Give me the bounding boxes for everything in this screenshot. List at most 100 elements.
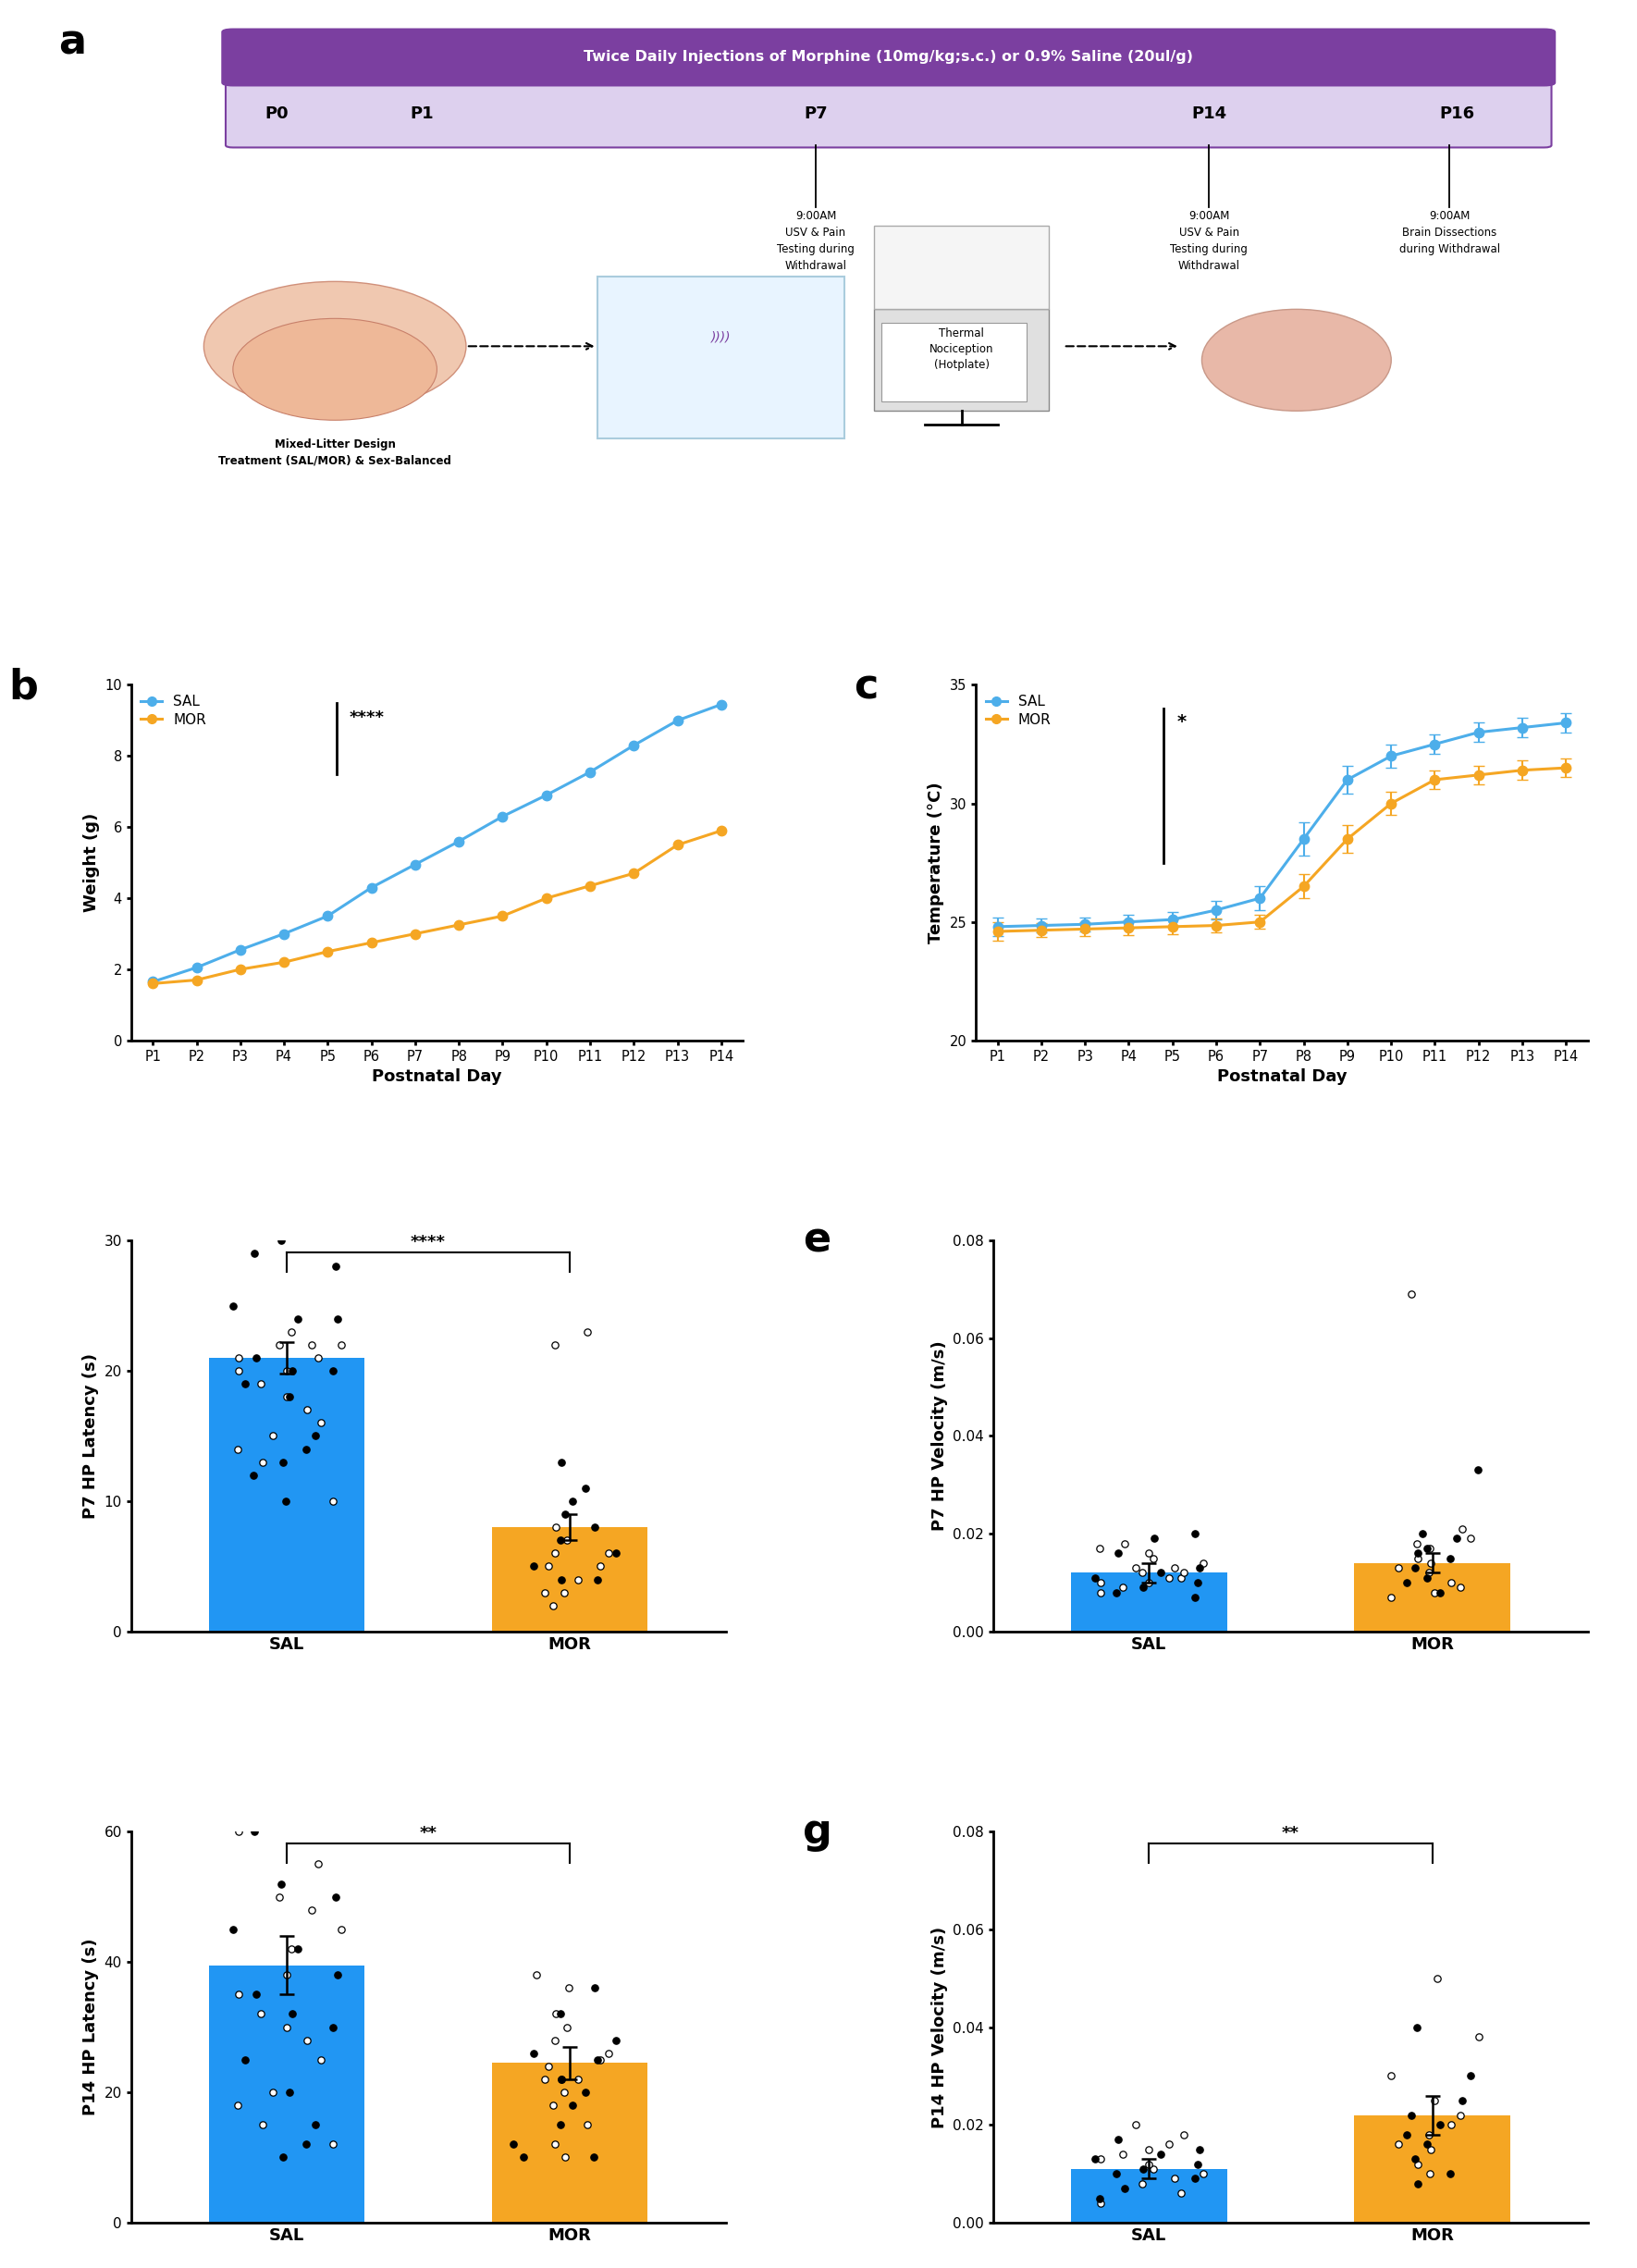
Point <box>535 1549 561 1585</box>
Point <box>1377 1579 1403 1615</box>
Point <box>319 2127 345 2164</box>
Point <box>555 1522 581 1558</box>
Point <box>1427 1574 1454 1610</box>
Point <box>327 1912 354 1948</box>
Point <box>1414 1560 1441 1597</box>
Point <box>293 2127 319 2164</box>
Text: Twice Daily Injections of Morphine (10mg/kg;s.c.) or 0.9% Saline (20ul/g): Twice Daily Injections of Morphine (10mg… <box>584 50 1193 64</box>
Point <box>1141 2150 1167 2186</box>
Point <box>1457 1520 1483 1556</box>
Point <box>547 1522 573 1558</box>
Point <box>1136 2146 1162 2182</box>
Text: c: c <box>853 667 877 708</box>
Point <box>1103 2155 1130 2191</box>
Point <box>260 2075 286 2112</box>
Point <box>1161 2161 1187 2198</box>
Point <box>1416 2155 1442 2191</box>
Point <box>1103 1574 1130 1610</box>
Point <box>232 2041 259 2077</box>
Bar <box>493 1526 648 1631</box>
Bar <box>1354 1563 1509 1631</box>
Point <box>1148 1556 1174 1592</box>
Point <box>1087 1574 1113 1610</box>
Bar <box>493 2064 648 2223</box>
Point <box>1377 2057 1403 2093</box>
Point <box>278 1313 304 1349</box>
Point <box>581 1971 607 2007</box>
Point <box>1185 2146 1211 2182</box>
Point <box>267 1327 293 1363</box>
Text: Thermal
Nociception
(Hotplate): Thermal Nociception (Hotplate) <box>930 329 994 372</box>
Point <box>300 1327 326 1363</box>
Point <box>1123 1549 1149 1585</box>
Text: P14: P14 <box>1192 104 1226 122</box>
Legend: SAL, MOR: SAL, MOR <box>982 692 1054 730</box>
Point <box>560 2087 586 2123</box>
Text: ****: **** <box>350 710 385 726</box>
Point <box>1148 2136 1174 2173</box>
Point <box>322 1247 349 1284</box>
Point <box>1089 2184 1115 2220</box>
Point <box>1449 1510 1475 1547</box>
Point <box>270 2139 296 2175</box>
Point <box>301 1418 327 1454</box>
Ellipse shape <box>1202 308 1391 411</box>
Point <box>308 1404 334 1440</box>
Point <box>521 1549 547 1585</box>
Point <box>327 1327 354 1363</box>
Point <box>521 2034 547 2071</box>
Point <box>596 2034 622 2071</box>
Point <box>548 1560 575 1597</box>
Point <box>278 1996 304 2032</box>
Point <box>1465 1452 1491 1488</box>
Point <box>581 2139 607 2175</box>
Point <box>1393 1565 1419 1601</box>
Point <box>249 1445 275 1481</box>
Point <box>1409 1515 1436 1551</box>
Point <box>542 2023 568 2059</box>
Point <box>1089 1565 1115 1601</box>
Text: P0: P0 <box>265 104 288 122</box>
Point <box>1427 2107 1454 2143</box>
Point <box>1405 2009 1431 2046</box>
Point <box>1156 1560 1182 1597</box>
Point <box>1414 1531 1441 1567</box>
Point <box>1385 1549 1411 1585</box>
Point <box>1087 2141 1113 2177</box>
FancyBboxPatch shape <box>221 27 1555 86</box>
Point <box>1105 2121 1131 2157</box>
Point <box>224 1431 250 1467</box>
Text: **: ** <box>1282 1826 1300 1842</box>
Point <box>511 2139 537 2175</box>
Point <box>219 1912 246 1948</box>
Point <box>1170 1556 1197 1592</box>
Point <box>555 2009 581 2046</box>
Point <box>324 1300 350 1336</box>
Bar <box>1354 2116 1509 2223</box>
Point <box>273 1483 300 1520</box>
Point <box>575 2107 601 2143</box>
FancyBboxPatch shape <box>598 277 845 438</box>
Point <box>1421 1574 1447 1610</box>
Point <box>552 1497 578 1533</box>
Point <box>1416 1531 1442 1567</box>
Point <box>1112 1526 1138 1563</box>
Point <box>293 1431 319 1467</box>
Point <box>1437 1540 1463 1576</box>
Point <box>1182 1515 1208 1551</box>
Point <box>1424 1960 1450 1996</box>
Point <box>1167 2175 1193 2211</box>
Point <box>548 2062 575 2098</box>
Point <box>226 1352 252 1388</box>
Text: Mixed-Litter Design
Treatment (SAL/MOR) & Sex-Balanced: Mixed-Litter Design Treatment (SAL/MOR) … <box>218 438 452 467</box>
Point <box>1110 2136 1136 2173</box>
Text: a: a <box>59 23 85 64</box>
Point <box>242 1975 268 2012</box>
Point <box>1087 2180 1113 2216</box>
Point <box>1136 1535 1162 1572</box>
Point <box>1136 2132 1162 2168</box>
Point <box>1414 2127 1441 2164</box>
Point <box>581 1508 607 1545</box>
Point <box>277 2075 303 2112</box>
Point <box>273 2009 300 2046</box>
